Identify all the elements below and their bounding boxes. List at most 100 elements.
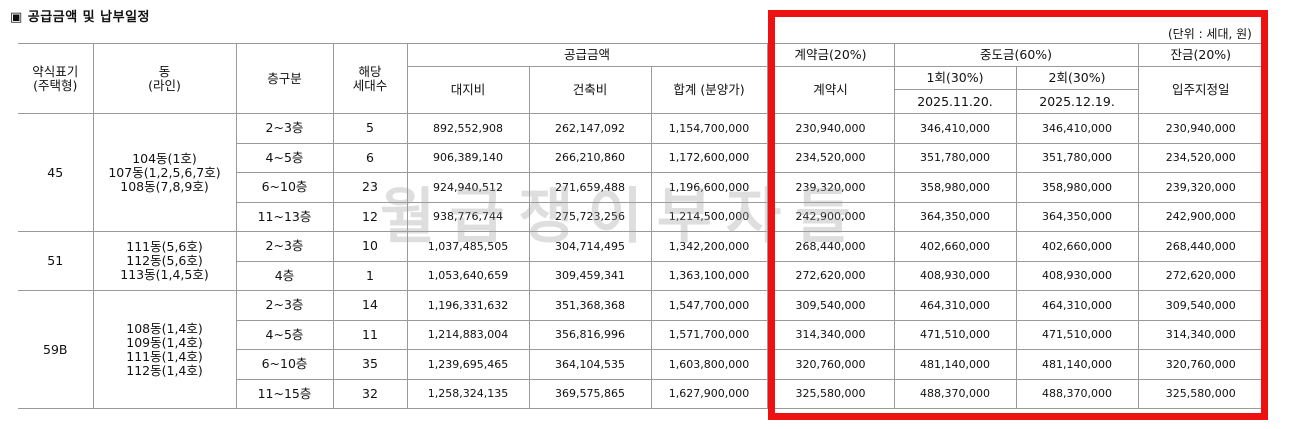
- dong-cell: 108동(1,4호) 109동(1,4호) 111동(1,4호) 112동(1,…: [92, 290, 237, 409]
- mid2-cell: 488,370,000: [1015, 378, 1139, 409]
- mid2-cell: 464,310,000: [1015, 290, 1139, 321]
- building-cell: 356,816,996: [528, 319, 652, 350]
- total-cell: 1,196,600,000: [650, 172, 768, 203]
- building-cell: 266,210,860: [528, 142, 652, 173]
- total-cell: 1,547,700,000: [650, 290, 768, 321]
- header-deposit-when: 계약시: [766, 66, 895, 114]
- land-cell: 1,258,324,135: [406, 378, 530, 409]
- building-cell: 271,659,488: [528, 172, 652, 203]
- total-cell: 1,627,900,000: [650, 378, 768, 409]
- balance-cell: 268,440,000: [1137, 231, 1264, 262]
- total-cell: 1,363,100,000: [650, 260, 768, 291]
- balance-cell: 314,340,000: [1137, 319, 1264, 350]
- total-cell: 1,342,200,000: [650, 231, 768, 262]
- land-cell: 938,776,744: [406, 201, 530, 232]
- households-cell: 12: [332, 201, 408, 232]
- total-cell: 1,214,500,000: [650, 201, 768, 232]
- balance-cell: 239,320,000: [1137, 172, 1264, 203]
- header-dong: 동 (라인): [92, 43, 237, 114]
- mid1-cell: 358,980,000: [893, 172, 1017, 203]
- mid1-cell: 471,510,000: [893, 319, 1017, 350]
- households-cell: 5: [332, 113, 408, 144]
- table-row: 59B 108동(1,4호) 109동(1,4호) 111동(1,4호) 112…: [18, 290, 1264, 409]
- table-row: 6~10층 23 924,940,512 271,659,488 1,196,6…: [18, 172, 1264, 203]
- building-cell: 364,104,535: [528, 349, 652, 380]
- mid2-cell: 346,410,000: [1015, 113, 1139, 144]
- mid1-cell: 364,350,000: [893, 201, 1017, 232]
- building-cell: 304,714,495: [528, 231, 652, 262]
- floor-cell: 4~5층: [236, 142, 334, 173]
- floor-cell: 2~3층: [235, 290, 334, 321]
- floor-cell: 11~15층: [236, 378, 334, 409]
- mid2-cell: 351,780,000: [1015, 142, 1139, 173]
- unit-note: (단위 : 세대, 원): [1168, 27, 1252, 41]
- floor-cell: 2~3층: [235, 231, 334, 262]
- header-balance: 잔금(20%): [1137, 43, 1264, 67]
- building-cell: 369,575,865: [528, 378, 652, 409]
- land-cell: 1,214,883,004: [406, 319, 530, 350]
- header-mid1: 1회(30%): [893, 66, 1017, 90]
- land-cell: 1,037,485,505: [406, 231, 530, 262]
- type-cell: 45: [18, 113, 94, 232]
- table-row: 51 111동(5,6호) 112동(5,6호) 113동(1,4,5호) 2~…: [18, 231, 1264, 291]
- land-cell: 906,389,140: [406, 142, 530, 173]
- balance-cell: 272,620,000: [1137, 260, 1264, 291]
- type-cell: 59B: [18, 290, 94, 409]
- mid1-cell: 488,370,000: [893, 378, 1017, 409]
- header-mid2: 2회(30%): [1015, 66, 1139, 90]
- deposit-cell: 309,540,000: [766, 290, 895, 321]
- deposit-cell: 325,580,000: [766, 378, 895, 409]
- header-households: 해당 세대수: [332, 43, 408, 114]
- total-cell: 1,571,700,000: [650, 319, 768, 350]
- households-cell: 35: [332, 349, 408, 380]
- floor-cell: 2~3층: [235, 113, 334, 144]
- header-floor: 층구분: [235, 43, 334, 114]
- households-cell: 14: [332, 290, 408, 321]
- balance-cell: 309,540,000: [1137, 290, 1264, 321]
- dong-cell: 104동(1호) 107동(1,2,5,6,7호) 108동(7,8,9호): [92, 113, 237, 232]
- floor-cell: 4~5층: [236, 319, 334, 350]
- header-land: 대지비: [407, 66, 530, 114]
- dong-cell: 111동(5,6호) 112동(5,6호) 113동(1,4,5호): [92, 231, 237, 291]
- land-cell: 1,239,695,465: [406, 349, 530, 380]
- header-balance-when: 입주지정일: [1137, 66, 1264, 114]
- mid2-cell: 402,660,000: [1015, 231, 1139, 262]
- header-building: 건축비: [528, 66, 652, 114]
- deposit-cell: 230,940,000: [766, 113, 895, 144]
- mid1-cell: 464,310,000: [893, 290, 1017, 321]
- balance-cell: 320,760,000: [1137, 349, 1264, 380]
- header-deposit: 계약금(20%): [766, 43, 895, 67]
- floor-cell: 6~10층: [236, 172, 334, 203]
- table-row: 11~13층 12 938,776,744 275,723,256 1,214,…: [18, 201, 1264, 232]
- header-middle: 중도금(60%): [893, 43, 1139, 67]
- header-total: 합계 (분양가): [650, 66, 768, 114]
- land-cell: 1,196,331,632: [406, 290, 530, 321]
- mid2-cell: 358,980,000: [1015, 172, 1139, 203]
- land-cell: 924,940,512: [406, 172, 530, 203]
- balance-cell: 234,520,000: [1137, 142, 1264, 173]
- table-row: 4층 1 1,053,640,659 309,459,341 1,363,100…: [18, 260, 1264, 291]
- mid1-cell: 402,660,000: [893, 231, 1017, 262]
- supply-schedule-table: 약식표기 (주택형) 동 (라인) 층구분 해당 세대수 공급금액 계약금(20…: [18, 43, 1264, 409]
- deposit-cell: 239,320,000: [766, 172, 895, 203]
- balance-cell: 242,900,000: [1137, 201, 1264, 232]
- mid1-cell: 351,780,000: [893, 142, 1017, 173]
- deposit-cell: 314,340,000: [766, 319, 895, 350]
- header-mid2-date: 2025.12.19.: [1015, 89, 1139, 114]
- building-cell: 275,723,256: [528, 201, 652, 232]
- deposit-cell: 242,900,000: [766, 201, 895, 232]
- deposit-cell: 320,760,000: [766, 349, 895, 380]
- mid2-cell: 481,140,000: [1015, 349, 1139, 380]
- mid1-cell: 408,930,000: [893, 260, 1017, 291]
- balance-cell: 230,940,000: [1137, 113, 1264, 144]
- total-cell: 1,172,600,000: [650, 142, 768, 173]
- households-cell: 23: [332, 172, 408, 203]
- floor-cell: 11~13층: [236, 201, 334, 232]
- deposit-cell: 234,520,000: [766, 142, 895, 173]
- land-cell: 1,053,640,659: [406, 260, 530, 291]
- balance-cell: 325,580,000: [1137, 378, 1264, 409]
- land-cell: 892,552,908: [406, 113, 530, 144]
- households-cell: 1: [332, 260, 408, 291]
- households-cell: 11: [332, 319, 408, 350]
- building-cell: 262,147,092: [528, 113, 652, 144]
